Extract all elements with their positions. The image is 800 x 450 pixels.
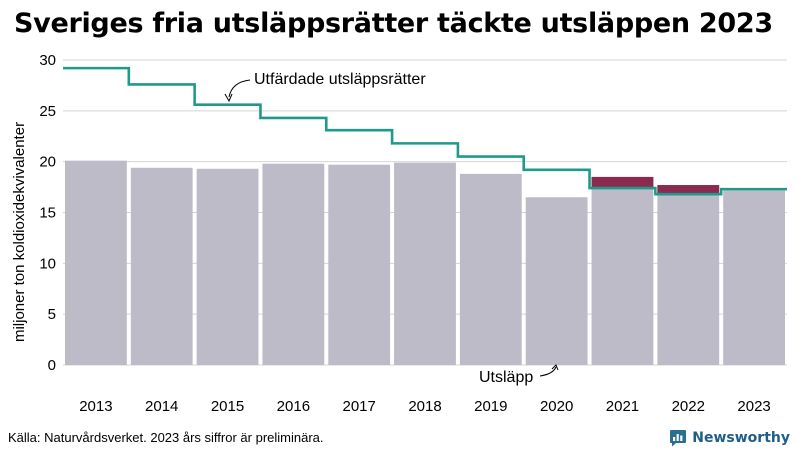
y-tick-labels: 0 5 10 15 20 25 30 — [39, 52, 56, 374]
x-tick-label: 2022 — [672, 398, 705, 415]
x-tick-label: 2018 — [408, 398, 441, 415]
allowances-annotation-arrowhead — [224, 93, 233, 103]
x-tick-label: 2019 — [474, 398, 507, 415]
x-tick-label: 2017 — [342, 398, 375, 415]
emission-bar — [394, 162, 456, 365]
allowances-series-label: Utfärdade utsläppsrätter — [254, 71, 426, 88]
y-tick-label: 0 — [48, 357, 56, 374]
source-note: Källa: Naturvårdsverket. 2023 års siffro… — [8, 430, 324, 445]
emission-bar — [328, 164, 391, 365]
allowance-step-line — [63, 66, 787, 196]
brand-logo-group: Newsworthy — [669, 428, 790, 448]
chart-title: Sveriges fria utsläppsrätter täckte utsl… — [14, 8, 773, 39]
y-tick-label: 5 — [48, 306, 56, 323]
emission-bar — [657, 185, 720, 365]
x-tick-label: 2021 — [606, 398, 639, 415]
y-tick-label: 10 — [39, 255, 56, 272]
emissions-annotation-arrowhead — [551, 364, 559, 371]
x-tick-labels: 2013 2014 2015 2016 2017 2018 2019 2020 2021 2022… — [79, 398, 771, 415]
emission-bar — [65, 160, 127, 365]
y-tick-label: 20 — [39, 154, 56, 171]
emission-bar — [591, 176, 654, 365]
emission-bar — [130, 167, 193, 365]
emission-bar — [262, 163, 325, 365]
emissions-annotation-arrow — [539, 366, 557, 377]
excess-bar — [591, 176, 654, 189]
allowances-annotation: Utfärdade utsläppsrätter — [224, 71, 426, 103]
y-tick-label: 15 — [39, 205, 56, 222]
x-tick-label: 2014 — [145, 398, 178, 415]
brand-name: Newsworthy — [692, 430, 790, 446]
y-tick-label: 30 — [39, 52, 56, 69]
x-tick-label: 2013 — [79, 398, 112, 415]
emissions-annotation: Utsläpp — [479, 364, 559, 386]
allowances-annotation-arrow — [228, 79, 251, 98]
x-tick-label: 2016 — [277, 398, 310, 415]
x-tick-label: 2023 — [737, 398, 770, 415]
emission-bar — [459, 173, 522, 365]
x-tick-label: 2020 — [540, 398, 573, 415]
emission-bars — [65, 160, 785, 365]
emission-bar — [723, 190, 785, 365]
y-axis-label: miljoner ton koldioxidekvivalenter — [11, 122, 28, 342]
emission-bar — [196, 168, 259, 365]
emission-bar — [525, 197, 588, 365]
excess-bar — [657, 185, 720, 195]
x-tick-label: 2015 — [211, 398, 244, 415]
excess-bars — [591, 176, 720, 195]
newsworthy-logo-icon — [670, 430, 687, 447]
y-tick-label: 25 — [39, 103, 56, 120]
emissions-series-label: Utsläpp — [479, 369, 533, 386]
